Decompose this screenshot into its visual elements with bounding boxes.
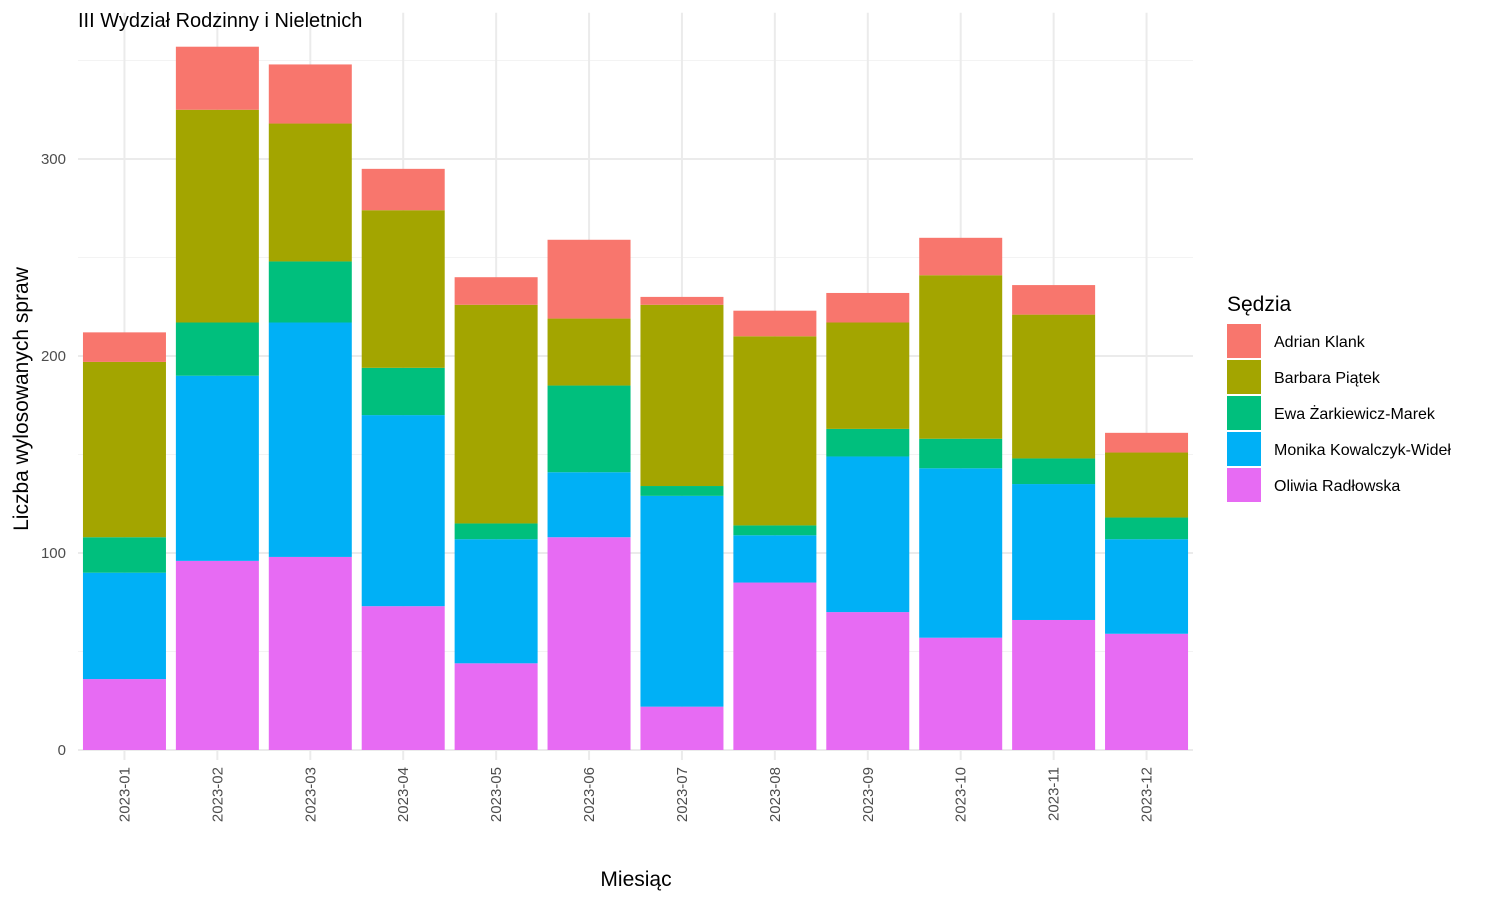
y-axis-title: Liczba wylosowanych spraw	[10, 266, 33, 531]
bar-segment	[82, 572, 166, 680]
bar-segment	[268, 556, 352, 750]
y-tick-label: 200	[41, 348, 66, 365]
bar-segment	[1105, 517, 1189, 540]
bars	[82, 46, 1189, 750]
legend-label: Monika Kowalczyk-Wideł	[1274, 442, 1451, 459]
bar-segment	[175, 322, 259, 376]
bar-segment	[919, 468, 1003, 638]
legend: Sędzia Adrian Klank Barbara Piątek Ewa Żar…	[1227, 293, 1451, 502]
legend-label: Ewa Żarkiewicz-Marek	[1274, 404, 1436, 423]
bar-segment	[919, 237, 1003, 276]
legend-key	[1227, 432, 1261, 466]
bar-segment	[361, 168, 445, 211]
legend-key	[1227, 324, 1261, 358]
x-tick-label: 2023-09	[860, 767, 877, 822]
bar-segment	[640, 706, 724, 750]
bar-segment	[733, 336, 817, 526]
bar-segment	[919, 275, 1003, 439]
x-axis-title: Miesiąc	[600, 868, 671, 891]
bar-segment	[640, 296, 724, 305]
bar-segment	[361, 606, 445, 750]
bar-segment	[919, 637, 1003, 750]
bar-segment	[640, 495, 724, 707]
bar-segment	[361, 210, 445, 368]
bar-segment	[919, 438, 1003, 469]
bar-segment	[547, 537, 631, 750]
bar-segment	[1105, 633, 1189, 750]
bar-segment	[826, 322, 910, 429]
bar-segment	[454, 277, 538, 305]
bar-segment	[175, 560, 259, 750]
bar-segment	[1012, 619, 1096, 750]
bar-segment	[826, 456, 910, 613]
legend-key	[1227, 360, 1261, 394]
x-tick-label: 2023-02	[209, 767, 226, 822]
bar-segment	[1012, 484, 1096, 620]
bar-segment	[175, 109, 259, 323]
x-tick-label: 2023-01	[116, 767, 133, 822]
bar-segment	[1105, 452, 1189, 518]
bar-segment	[826, 428, 910, 457]
y-tick-label: 100	[41, 545, 66, 562]
x-tick-label: 2023-06	[581, 767, 598, 822]
x-tick-label: 2023-05	[488, 767, 505, 822]
bar-segment	[733, 525, 817, 536]
x-tick-label: 2023-12	[1139, 767, 1156, 822]
legend-key	[1227, 396, 1261, 430]
legend-label: Oliwia Radłowska	[1274, 478, 1400, 495]
y-tick-label: 0	[58, 742, 66, 759]
bar-segment	[1012, 314, 1096, 459]
x-tick-label: 2023-03	[302, 767, 319, 822]
bar-segment	[175, 375, 259, 561]
bar-segment	[1105, 539, 1189, 634]
bar-segment	[454, 304, 538, 524]
bar-segment	[268, 123, 352, 262]
bar-segment	[547, 385, 631, 473]
x-tick-label: 2023-07	[674, 767, 691, 822]
bar-segment	[361, 415, 445, 607]
bar-segment	[454, 539, 538, 664]
legend-label: Barbara Piątek	[1274, 370, 1381, 387]
bar-segment	[733, 310, 817, 337]
y-axis-ticks: 0 100 200 300	[41, 151, 66, 759]
bar-segment	[1012, 458, 1096, 485]
bar-segment	[826, 612, 910, 750]
bar-segment	[268, 261, 352, 323]
bar-segment	[82, 679, 166, 750]
legend-key	[1227, 468, 1261, 502]
bar-segment	[82, 537, 166, 573]
x-tick-label: 2023-11	[1046, 767, 1063, 821]
y-tick-label: 300	[41, 151, 66, 168]
bar-segment	[454, 663, 538, 750]
bar-segment	[640, 304, 724, 487]
bar-segment	[454, 523, 538, 540]
bar-segment	[547, 318, 631, 386]
bar-segment	[82, 361, 166, 538]
bar-segment	[1012, 285, 1096, 315]
legend-title: Sędzia	[1227, 293, 1292, 316]
x-tick-label: 2023-08	[767, 767, 784, 822]
bar-segment	[82, 332, 166, 362]
bar-segment	[268, 322, 352, 557]
bar-segment	[547, 239, 631, 319]
legend-label: Adrian Klank	[1274, 334, 1366, 351]
chart-title: III Wydział Rodzinny i Nieletnich	[78, 10, 362, 32]
bar-segment	[268, 64, 352, 124]
x-tick-label: 2023-10	[953, 767, 970, 822]
bar-segment	[733, 535, 817, 583]
x-tick-label: 2023-04	[395, 767, 412, 822]
bar-segment	[733, 582, 817, 750]
x-axis-ticks: 2023-01 2023-02 2023-03 2023-04 2023-05 2023-…	[116, 767, 1155, 822]
bar-segment	[175, 46, 259, 110]
bar-segment	[547, 472, 631, 538]
bar-segment	[826, 292, 910, 323]
bar-segment	[361, 367, 445, 416]
bar-segment	[1105, 432, 1189, 453]
bar-segment	[640, 486, 724, 496]
